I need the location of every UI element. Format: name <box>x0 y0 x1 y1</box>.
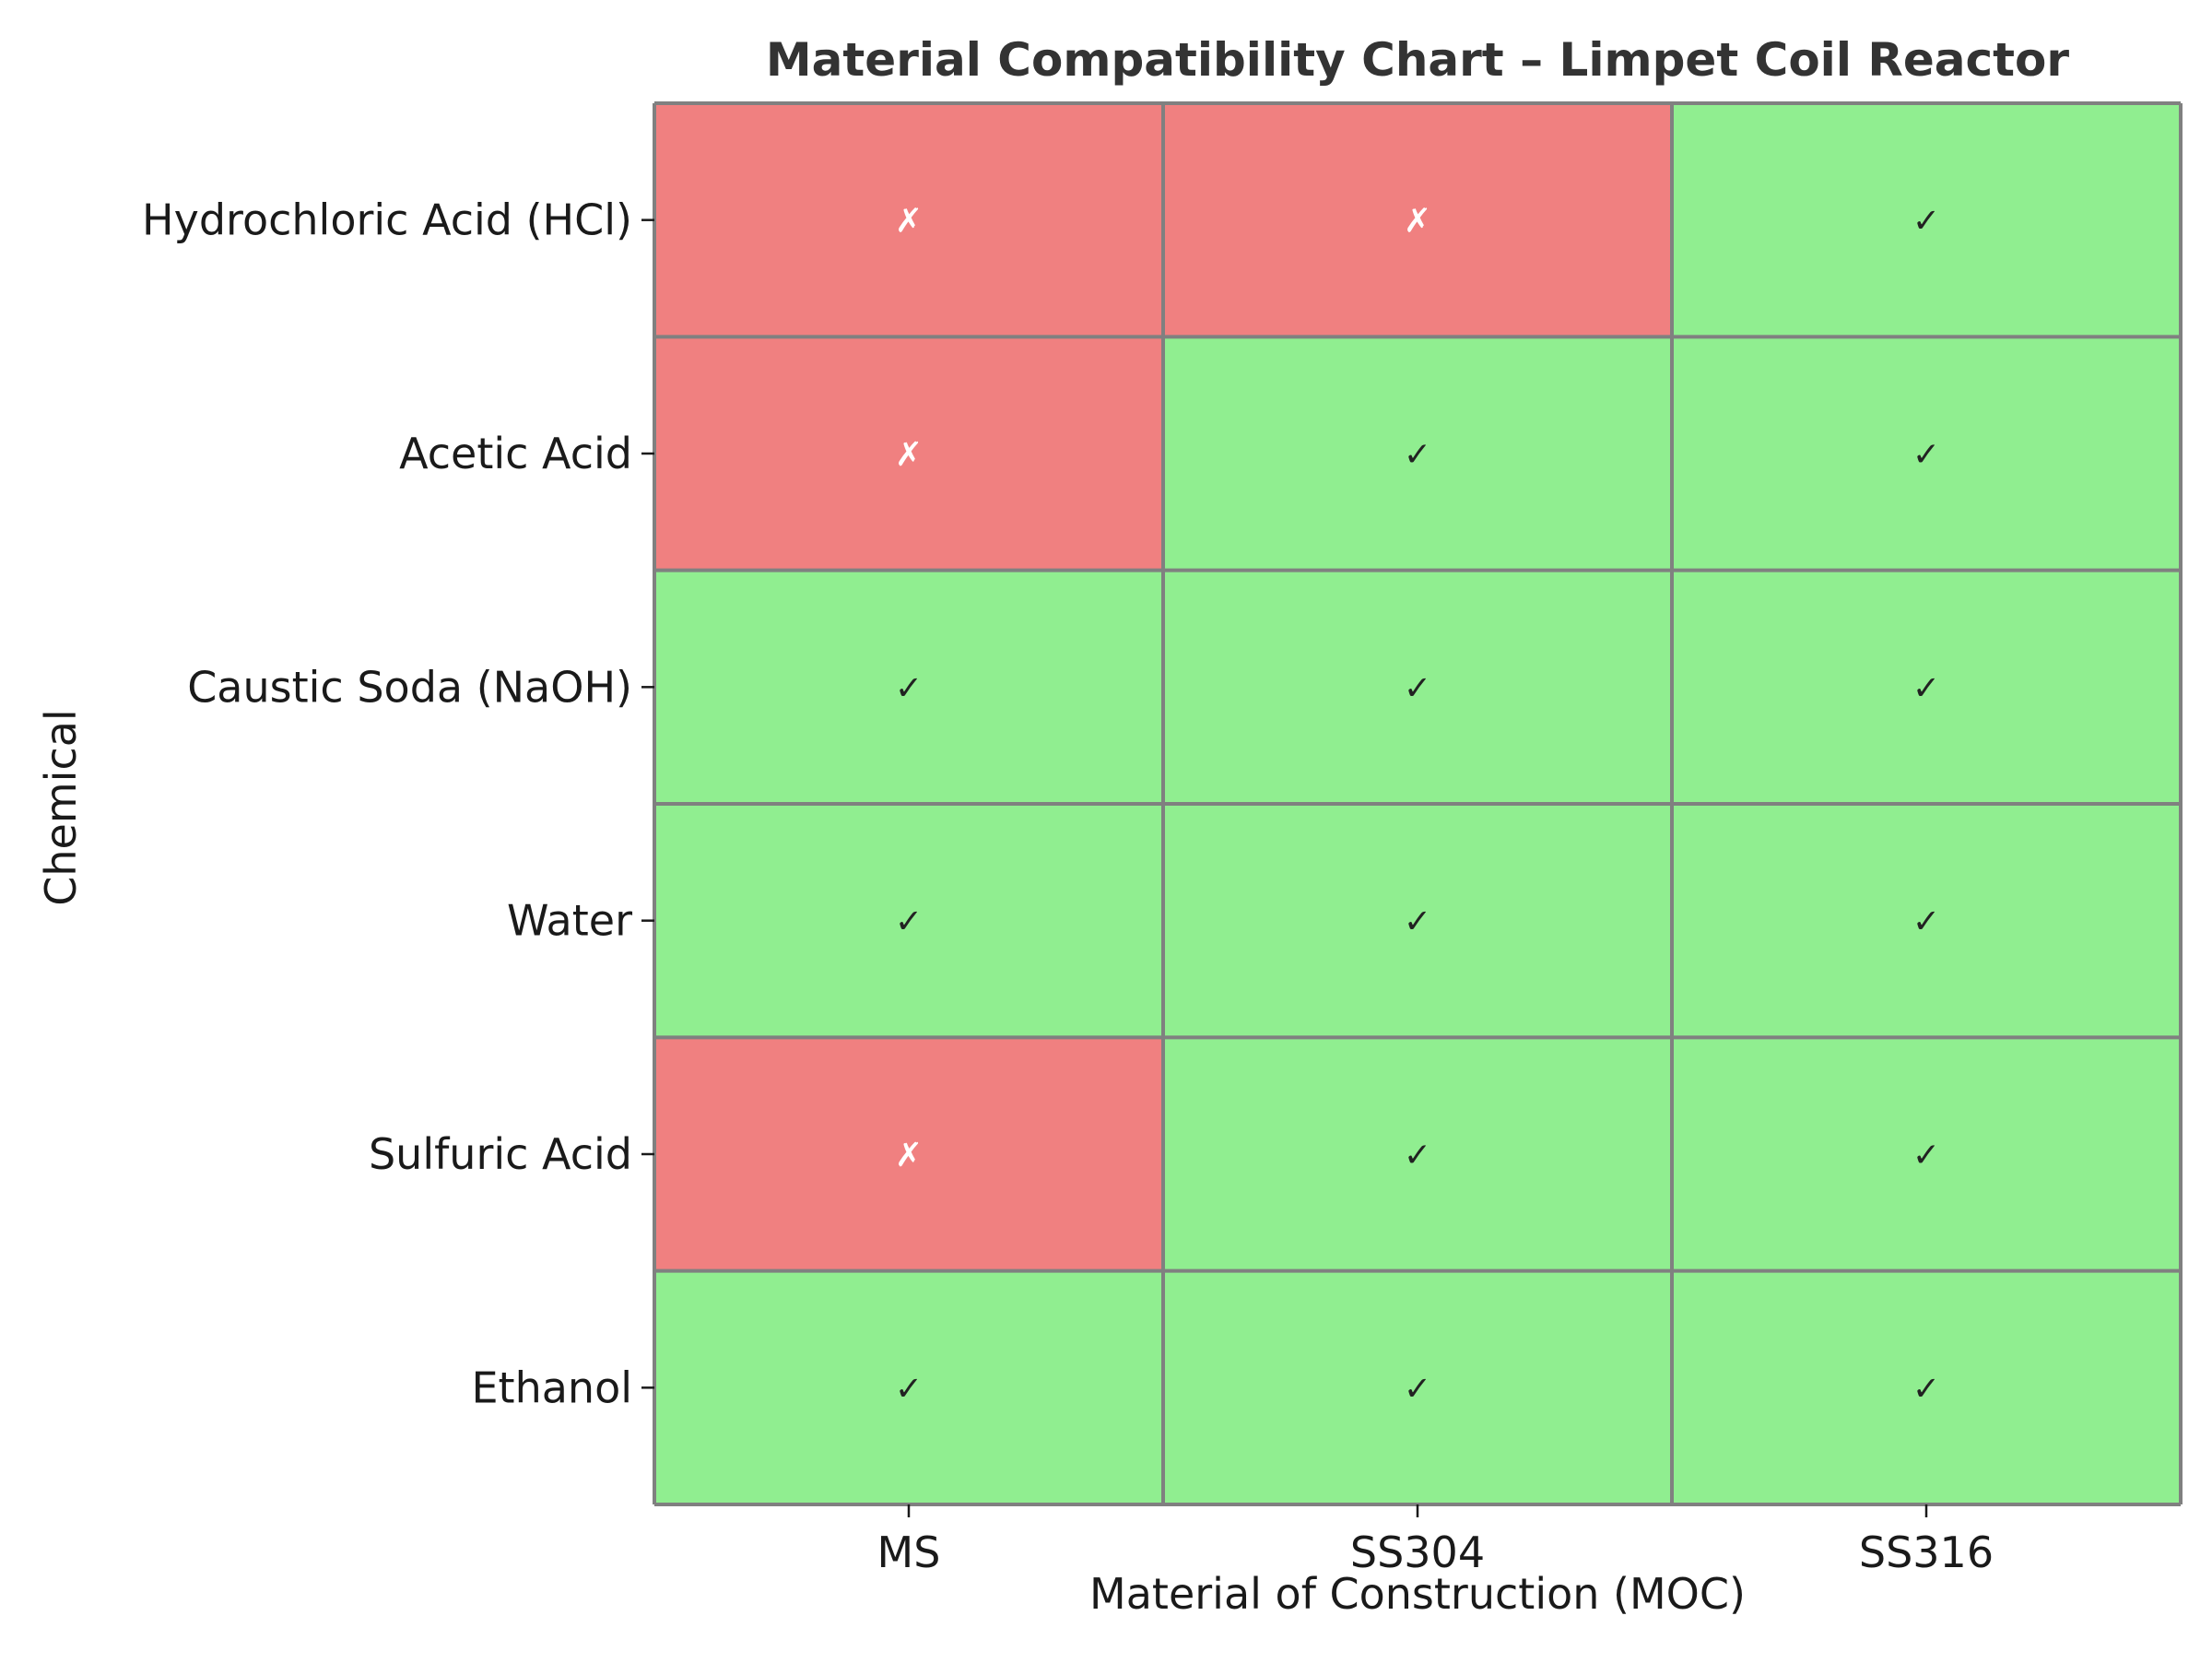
heatmap-cell <box>1672 1270 2181 1504</box>
heatmap-cell <box>1163 804 1672 1038</box>
heatmap-cell <box>1672 804 2181 1038</box>
heatmap-cell <box>1672 1037 2181 1271</box>
cross-mark: ✗ <box>895 1137 923 1174</box>
check-mark: ✓ <box>1404 669 1431 707</box>
heatmap-cell <box>654 1037 1163 1271</box>
heatmap-cell <box>654 570 1163 804</box>
heatmap-cell <box>1163 570 1672 804</box>
x-tick-label: MS <box>877 1527 941 1577</box>
check-mark: ✓ <box>1912 1370 1940 1408</box>
heatmap-cell <box>1163 1270 1672 1504</box>
heatmap-cell <box>654 804 1163 1038</box>
heatmap-cells: ✗ ✗ ✓ ✗ ✓ ✓ ✓ ✓ ✓ ✓ ✓ ✓ ✗ ✓ ✓ ✓ ✓ ✓ <box>654 103 2181 1504</box>
cross-mark: ✗ <box>895 203 923 241</box>
heatmap-cell <box>1163 103 1672 337</box>
heatmap-cell <box>1163 1037 1672 1271</box>
y-tick-label: Caustic Soda (NaOH) <box>187 662 632 712</box>
y-axis-label: Chemical <box>36 709 86 905</box>
chart-title: Material Compatibility Chart – Limpet Co… <box>766 33 2070 87</box>
cross-mark: ✗ <box>895 436 923 474</box>
y-tick-label: Sulfuric Acid <box>369 1129 632 1179</box>
heatmap-cell <box>1163 336 1672 571</box>
check-mark: ✓ <box>1912 436 1940 474</box>
heatmap-cell <box>654 1270 1163 1504</box>
heatmap-cell <box>654 103 1163 337</box>
x-tick-label: SS304 <box>1350 1527 1485 1577</box>
heatmap-cell <box>1672 103 2181 337</box>
check-mark: ✓ <box>895 903 923 941</box>
y-tick-label: Acetic Acid <box>399 429 632 478</box>
check-mark: ✓ <box>1404 1370 1431 1408</box>
x-axis-label: Material of Construction (MOC) <box>1089 1569 1746 1619</box>
check-mark: ✓ <box>1404 903 1431 941</box>
y-tick-label: Hydrochloric Acid (HCl) <box>142 195 632 245</box>
check-mark: ✓ <box>1912 903 1940 941</box>
check-mark: ✓ <box>1404 1137 1431 1174</box>
x-tick-label: SS316 <box>1859 1527 1994 1577</box>
heatmap-cell <box>1672 336 2181 571</box>
cross-mark: ✗ <box>1404 203 1431 241</box>
axis-ticks: Hydrochloric Acid (HCl) Acetic Acid Causti… <box>142 195 1994 1577</box>
check-mark: ✓ <box>895 1370 923 1408</box>
y-tick-label: Water <box>507 896 632 946</box>
check-mark: ✓ <box>895 669 923 707</box>
y-tick-label: Ethanol <box>471 1362 632 1412</box>
heatmap-cell <box>654 336 1163 571</box>
check-mark: ✓ <box>1912 1137 1940 1174</box>
check-mark: ✓ <box>1912 669 1940 707</box>
heatmap-grid <box>653 101 2183 1506</box>
heatmap-cell <box>1672 570 2181 804</box>
check-mark: ✓ <box>1912 203 1940 241</box>
check-mark: ✓ <box>1404 436 1431 474</box>
